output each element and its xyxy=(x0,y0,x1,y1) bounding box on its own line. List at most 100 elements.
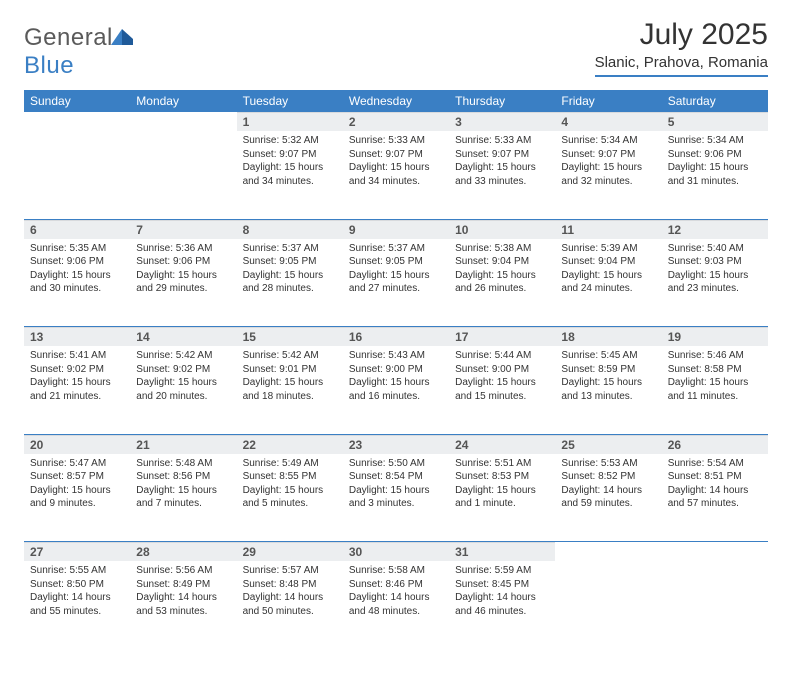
day-number: 7 xyxy=(130,220,236,239)
week-row: Sunrise: 5:35 AMSunset: 9:06 PMDaylight:… xyxy=(24,239,768,327)
day-number: 28 xyxy=(130,542,236,561)
logo-word-a: General xyxy=(24,24,113,51)
weekday-header: Monday xyxy=(130,90,236,112)
day-details: Sunrise: 5:42 AMSunset: 9:01 PMDaylight:… xyxy=(237,346,343,409)
day-number: 1 xyxy=(237,112,343,131)
day-number: 2 xyxy=(343,112,449,131)
day-number: 20 xyxy=(24,435,130,454)
daynum-cell: 9 xyxy=(343,220,449,239)
month-title: July 2025 xyxy=(595,18,768,52)
logo-text: GeneralBlue xyxy=(24,24,133,80)
day-number: 30 xyxy=(343,542,449,561)
day-details: Sunrise: 5:53 AMSunset: 8:52 PMDaylight:… xyxy=(555,454,661,517)
day-cell: Sunrise: 5:56 AMSunset: 8:49 PMDaylight:… xyxy=(130,561,236,649)
day-number: 6 xyxy=(24,220,130,239)
title-block: July 2025 Slanic, Prahova, Romania xyxy=(595,18,768,77)
day-cell xyxy=(555,561,661,649)
daynum-cell: 6 xyxy=(24,220,130,239)
day-number: 14 xyxy=(130,327,236,346)
day-cell: Sunrise: 5:58 AMSunset: 8:46 PMDaylight:… xyxy=(343,561,449,649)
daynum-cell: 13 xyxy=(24,327,130,346)
daynum-cell xyxy=(130,112,236,131)
daynum-row: 20212223242526 xyxy=(24,435,768,454)
day-number xyxy=(130,112,236,116)
calendar-body: 1 23 45 Sunrise: 5:32 AMSunset: 9:07 PMDayl… xyxy=(24,112,768,649)
day-cell: Sunrise: 5:46 AMSunset: 8:58 PMDaylight:… xyxy=(662,346,768,434)
daynum-cell xyxy=(662,542,768,561)
day-cell: Sunrise: 5:50 AMSunset: 8:54 PMDaylight:… xyxy=(343,454,449,542)
day-number xyxy=(662,542,768,546)
day-cell xyxy=(130,131,236,219)
day-cell: Sunrise: 5:42 AMSunset: 9:01 PMDaylight:… xyxy=(237,346,343,434)
day-details: Sunrise: 5:45 AMSunset: 8:59 PMDaylight:… xyxy=(555,346,661,409)
daynum-cell: 14 xyxy=(130,327,236,346)
day-number: 5 xyxy=(662,112,768,131)
day-number: 4 xyxy=(555,112,661,131)
daynum-cell: 18 xyxy=(555,327,661,346)
daynum-cell: 31 xyxy=(449,542,555,561)
day-number: 26 xyxy=(662,435,768,454)
weekday-row: SundayMondayTuesdayWednesdayThursdayFrid… xyxy=(24,90,768,112)
day-number: 18 xyxy=(555,327,661,346)
calendar-table: SundayMondayTuesdayWednesdayThursdayFrid… xyxy=(24,90,768,649)
daynum-cell: 19 xyxy=(662,327,768,346)
day-details: Sunrise: 5:32 AMSunset: 9:07 PMDaylight:… xyxy=(237,131,343,194)
day-details: Sunrise: 5:58 AMSunset: 8:46 PMDaylight:… xyxy=(343,561,449,624)
day-number: 12 xyxy=(662,220,768,239)
calendar-page: GeneralBlue July 2025 Slanic, Prahova, R… xyxy=(0,0,792,673)
day-cell: Sunrise: 5:37 AMSunset: 9:05 PMDaylight:… xyxy=(237,239,343,327)
day-details: Sunrise: 5:35 AMSunset: 9:06 PMDaylight:… xyxy=(24,239,130,302)
day-cell: Sunrise: 5:41 AMSunset: 9:02 PMDaylight:… xyxy=(24,346,130,434)
daynum-cell: 29 xyxy=(237,542,343,561)
day-cell: Sunrise: 5:51 AMSunset: 8:53 PMDaylight:… xyxy=(449,454,555,542)
daynum-cell: 8 xyxy=(237,220,343,239)
day-details: Sunrise: 5:56 AMSunset: 8:49 PMDaylight:… xyxy=(130,561,236,624)
daynum-cell: 12 xyxy=(662,220,768,239)
daynum-cell: 1 xyxy=(237,112,343,131)
day-details: Sunrise: 5:46 AMSunset: 8:58 PMDaylight:… xyxy=(662,346,768,409)
day-details: Sunrise: 5:33 AMSunset: 9:07 PMDaylight:… xyxy=(449,131,555,194)
day-number xyxy=(24,112,130,116)
day-details: Sunrise: 5:55 AMSunset: 8:50 PMDaylight:… xyxy=(24,561,130,624)
day-details: Sunrise: 5:34 AMSunset: 9:06 PMDaylight:… xyxy=(662,131,768,194)
day-cell: Sunrise: 5:33 AMSunset: 9:07 PMDaylight:… xyxy=(449,131,555,219)
day-number: 17 xyxy=(449,327,555,346)
daynum-row: 13141516171819 xyxy=(24,327,768,346)
daynum-cell: 23 xyxy=(343,435,449,454)
day-cell: Sunrise: 5:49 AMSunset: 8:55 PMDaylight:… xyxy=(237,454,343,542)
day-number: 10 xyxy=(449,220,555,239)
day-cell: Sunrise: 5:38 AMSunset: 9:04 PMDaylight:… xyxy=(449,239,555,327)
day-cell: Sunrise: 5:42 AMSunset: 9:02 PMDaylight:… xyxy=(130,346,236,434)
daynum-cell: 28 xyxy=(130,542,236,561)
logo-word-b: Blue xyxy=(24,52,74,79)
day-cell: Sunrise: 5:36 AMSunset: 9:06 PMDaylight:… xyxy=(130,239,236,327)
day-cell xyxy=(662,561,768,649)
day-number: 19 xyxy=(662,327,768,346)
day-number: 21 xyxy=(130,435,236,454)
daynum-cell xyxy=(555,542,661,561)
day-number xyxy=(555,542,661,546)
daynum-cell: 10 xyxy=(449,220,555,239)
week-row: Sunrise: 5:55 AMSunset: 8:50 PMDaylight:… xyxy=(24,561,768,649)
week-row: Sunrise: 5:32 AMSunset: 9:07 PMDaylight:… xyxy=(24,131,768,219)
weekday-header: Tuesday xyxy=(237,90,343,112)
day-details: Sunrise: 5:49 AMSunset: 8:55 PMDaylight:… xyxy=(237,454,343,517)
day-details: Sunrise: 5:43 AMSunset: 9:00 PMDaylight:… xyxy=(343,346,449,409)
day-details: Sunrise: 5:36 AMSunset: 9:06 PMDaylight:… xyxy=(130,239,236,302)
day-details: Sunrise: 5:54 AMSunset: 8:51 PMDaylight:… xyxy=(662,454,768,517)
daynum-cell: 30 xyxy=(343,542,449,561)
day-cell: Sunrise: 5:53 AMSunset: 8:52 PMDaylight:… xyxy=(555,454,661,542)
daynum-cell xyxy=(24,112,130,131)
location-label: Slanic, Prahova, Romania xyxy=(595,54,768,77)
daynum-cell: 5 xyxy=(662,112,768,131)
day-number: 8 xyxy=(237,220,343,239)
day-number: 31 xyxy=(449,542,555,561)
daynum-cell: 26 xyxy=(662,435,768,454)
day-details: Sunrise: 5:38 AMSunset: 9:04 PMDaylight:… xyxy=(449,239,555,302)
day-details: Sunrise: 5:47 AMSunset: 8:57 PMDaylight:… xyxy=(24,454,130,517)
day-cell: Sunrise: 5:44 AMSunset: 9:00 PMDaylight:… xyxy=(449,346,555,434)
daynum-cell: 4 xyxy=(555,112,661,131)
day-number: 9 xyxy=(343,220,449,239)
day-cell: Sunrise: 5:54 AMSunset: 8:51 PMDaylight:… xyxy=(662,454,768,542)
day-cell: Sunrise: 5:39 AMSunset: 9:04 PMDaylight:… xyxy=(555,239,661,327)
